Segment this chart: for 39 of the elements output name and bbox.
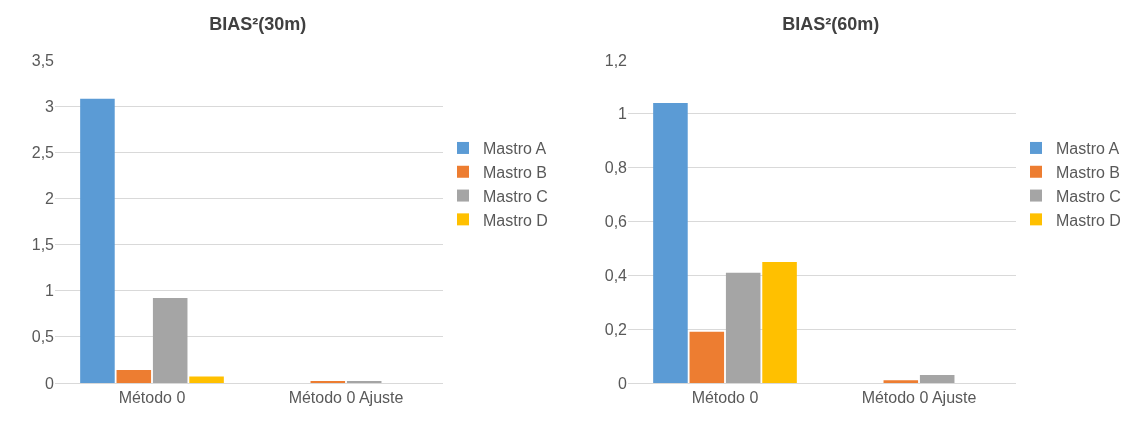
x-tick-label: Método 0 Ajuste xyxy=(861,389,977,407)
legend-label: Mastro D xyxy=(483,211,548,229)
bar xyxy=(919,374,955,383)
bar xyxy=(762,261,797,383)
bar xyxy=(653,103,688,383)
y-tick-label: 0,4 xyxy=(604,266,628,284)
chart-title: BIAS²(30m) xyxy=(209,13,307,34)
x-tick-label: Método 0 Ajuste xyxy=(288,389,404,407)
y-tick-label: 0,6 xyxy=(604,213,628,231)
y-tick-label: 0 xyxy=(45,374,55,392)
y-tick-label: 0 xyxy=(618,374,628,392)
bar xyxy=(883,380,919,383)
bar xyxy=(152,298,188,383)
y-tick-label: 1,2 xyxy=(604,51,628,69)
y-tick-label: 2 xyxy=(45,190,55,208)
y-tick-label: 2,5 xyxy=(31,143,55,161)
bar xyxy=(189,376,224,383)
bar xyxy=(116,370,152,383)
legend-label: Mastro C xyxy=(1056,187,1121,205)
bar xyxy=(725,272,761,383)
legend-label: Mastro A xyxy=(483,140,547,158)
y-tick-label: 0,2 xyxy=(604,320,628,338)
y-tick-label: 0,8 xyxy=(604,159,628,177)
y-tick-label: 1 xyxy=(45,282,55,300)
legend-label: Mastro B xyxy=(1056,164,1121,181)
legend-label: Mastro A xyxy=(1056,140,1120,158)
y-tick-label: 3 xyxy=(45,97,55,115)
legend-label: Mastro C xyxy=(483,187,548,205)
y-tick-label: 1 xyxy=(618,105,628,123)
legend-label: Mastro D xyxy=(1056,211,1121,229)
bar xyxy=(80,98,115,383)
legend-label: Mastro B xyxy=(483,164,548,181)
bar xyxy=(689,331,725,383)
chart-title: BIAS²(60m) xyxy=(782,13,880,34)
x-tick-label: Método 0 xyxy=(118,389,186,407)
x-tick-label: Método 0 xyxy=(691,389,759,407)
y-tick-label: 1,5 xyxy=(31,236,55,254)
y-tick-label: 3,5 xyxy=(31,51,55,69)
y-tick-label: 0,5 xyxy=(31,328,55,346)
